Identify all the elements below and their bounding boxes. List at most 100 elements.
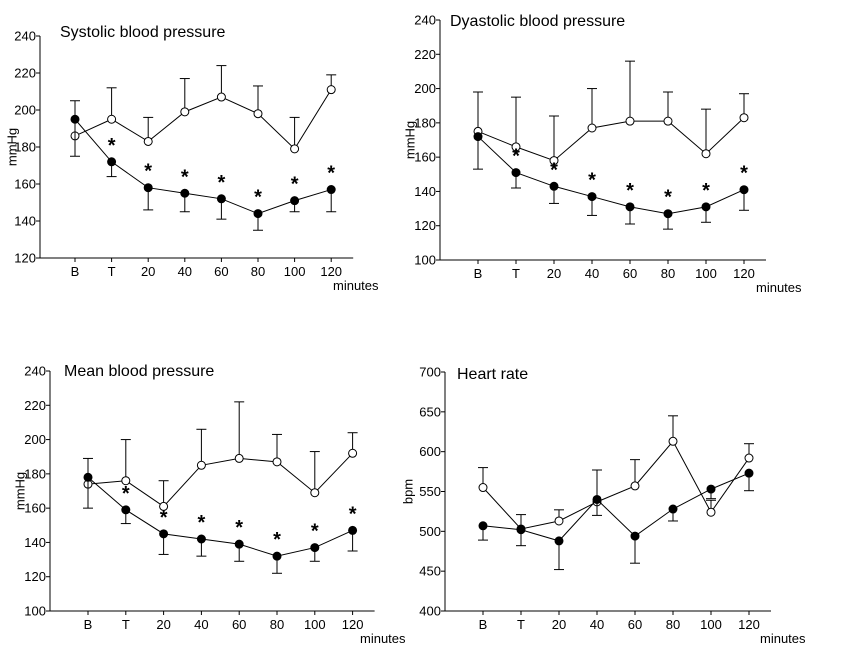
x-tick-label: 60 [232, 617, 246, 632]
x-tick-label: T [122, 617, 130, 632]
x-tick-label: 80 [661, 266, 675, 281]
y-tick-label: 160 [414, 150, 436, 165]
data-point-open [554, 516, 564, 526]
data-point-filled [159, 529, 169, 539]
y-tick-label: 220 [24, 398, 46, 413]
y-tick-label: 120 [14, 251, 36, 266]
y-tick-label: 160 [14, 177, 36, 192]
data-point-filled [625, 202, 635, 212]
y-tick-label: 140 [14, 214, 36, 229]
x-tick-label: 100 [700, 617, 722, 632]
y-tick-label: 550 [419, 484, 441, 499]
y-tick-label: 240 [24, 364, 46, 379]
x-tick-label: 60 [214, 264, 228, 279]
y-tick-label: 100 [414, 253, 436, 268]
x-tick-label: B [84, 617, 93, 632]
x-axis-unit: minutes [360, 631, 406, 646]
series-line-filled [477, 136, 745, 215]
x-tick-label: 60 [623, 266, 637, 281]
chart-title: Mean blood pressure [64, 363, 214, 380]
data-point-filled [348, 525, 358, 535]
significance-asterisk: * [626, 180, 634, 202]
y-axis-label: bpm [401, 479, 416, 504]
series-open [83, 401, 358, 511]
x-tick-label: 20 [141, 264, 155, 279]
x-tick-label: 20 [547, 266, 561, 281]
data-point-open [234, 453, 244, 463]
significance-asterisk: * [235, 517, 243, 539]
y-tick-label: 180 [414, 115, 436, 130]
y-tick-label: 180 [24, 466, 46, 481]
x-tick-label: 120 [320, 264, 342, 279]
series-line-open [477, 117, 745, 162]
y-tick-label: 220 [14, 66, 36, 81]
data-point-filled [196, 534, 206, 544]
data-point-filled [668, 504, 678, 514]
data-point-open [326, 85, 336, 95]
significance-asterisk: * [664, 187, 672, 209]
data-point-open [121, 476, 131, 486]
data-point-filled [143, 183, 153, 193]
data-point-filled [516, 525, 526, 535]
y-tick-label: 160 [24, 501, 46, 516]
significance-asterisk: * [198, 512, 206, 534]
significance-asterisk: * [311, 521, 319, 543]
data-point-open [744, 453, 754, 463]
x-axis-unit: minutes [756, 280, 802, 295]
series-open [478, 415, 754, 534]
data-point-open [180, 107, 190, 117]
data-point-filled [290, 196, 300, 206]
data-point-filled [216, 194, 226, 204]
data-point-filled [549, 181, 559, 191]
y-tick-label: 500 [419, 524, 441, 539]
data-point-filled [310, 543, 320, 553]
significance-asterisk: * [327, 163, 335, 185]
data-point-filled [554, 536, 564, 546]
y-tick-label: 140 [414, 184, 436, 199]
series-line-filled [87, 476, 353, 557]
data-point-open [253, 109, 263, 119]
x-tick-label: 120 [342, 617, 364, 632]
data-point-filled [701, 202, 711, 212]
data-point-open [739, 113, 749, 123]
x-tick-label: B [474, 266, 483, 281]
x-tick-label: 100 [695, 266, 717, 281]
data-point-open [706, 507, 716, 517]
data-point-filled [70, 114, 80, 124]
data-point-filled [739, 185, 749, 195]
x-tick-label: 100 [284, 264, 306, 279]
significance-asterisk: * [273, 529, 281, 551]
y-tick-label: 700 [419, 365, 441, 380]
y-axis-label: mmHg [5, 128, 20, 166]
series-filled [83, 472, 358, 574]
data-point-open [216, 92, 226, 102]
data-point-open [630, 481, 640, 491]
y-tick-label: 120 [414, 218, 436, 233]
data-point-filled [272, 551, 282, 561]
data-point-filled [83, 472, 93, 482]
significance-asterisk: * [254, 187, 262, 209]
data-point-open [159, 501, 169, 511]
series-filled [70, 114, 337, 231]
chart-title: Heart rate [457, 366, 528, 383]
data-point-open [587, 123, 597, 133]
data-point-open [701, 149, 711, 159]
y-tick-label: 140 [24, 535, 46, 550]
y-axis-label: mmHg [13, 472, 28, 510]
data-point-open [143, 136, 153, 146]
series-line-filled [482, 472, 750, 542]
y-tick-label: 100 [24, 604, 46, 619]
x-tick-label: 20 [552, 617, 566, 632]
y-tick-label: 180 [14, 140, 36, 155]
data-point-filled [234, 539, 244, 549]
chart-panel-2: Dyastolic blood pressure mmHg 100 120 140 160… [403, 13, 803, 296]
data-point-filled [473, 132, 483, 142]
chart-title: Systolic blood pressure [60, 24, 226, 41]
x-tick-label: B [71, 264, 80, 279]
x-tick-label: 100 [304, 617, 326, 632]
series-line-open [74, 89, 332, 150]
significance-asterisk: * [512, 146, 520, 168]
data-point-open [668, 436, 678, 446]
data-point-filled [592, 494, 602, 504]
x-tick-label: 40 [590, 617, 604, 632]
